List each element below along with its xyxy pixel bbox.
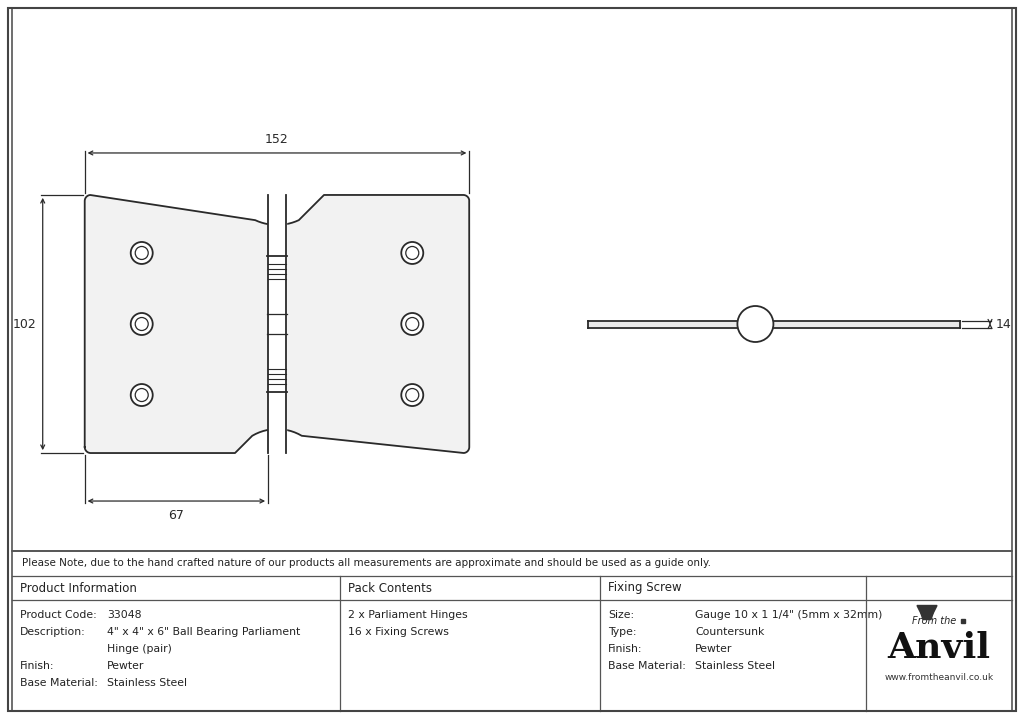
Circle shape: [135, 247, 148, 260]
Text: Product Code:: Product Code:: [20, 610, 96, 620]
Text: Product Information: Product Information: [20, 582, 137, 595]
Text: 33048: 33048: [106, 610, 141, 620]
Text: Hinge (pair): Hinge (pair): [106, 644, 172, 654]
Circle shape: [401, 384, 423, 406]
Text: Description:: Description:: [20, 627, 86, 637]
Text: 2 x Parliament Hinges: 2 x Parliament Hinges: [348, 610, 468, 620]
Text: Finish:: Finish:: [20, 661, 54, 671]
Text: From the: From the: [912, 615, 956, 626]
Text: 67: 67: [168, 509, 184, 522]
Text: Size:: Size:: [608, 610, 634, 620]
Circle shape: [131, 242, 153, 264]
Text: Please Note, due to the hand crafted nature of our products all measurements are: Please Note, due to the hand crafted nat…: [22, 559, 711, 569]
Polygon shape: [588, 321, 737, 327]
Text: www.fromtheanvil.co.uk: www.fromtheanvil.co.uk: [885, 673, 993, 682]
Text: Base Material:: Base Material:: [20, 678, 98, 688]
Text: Anvil: Anvil: [888, 631, 990, 664]
Circle shape: [406, 388, 419, 401]
Text: 16 x Fixing Screws: 16 x Fixing Screws: [348, 627, 449, 637]
Bar: [12, 8, 1012, 551]
Circle shape: [401, 313, 423, 335]
Circle shape: [131, 384, 153, 406]
Text: Pewter: Pewter: [695, 644, 732, 654]
Text: 152: 152: [265, 133, 289, 146]
Text: 4" x 4" x 6" Ball Bearing Parliament: 4" x 4" x 6" Ball Bearing Parliament: [106, 627, 300, 637]
Text: Fixing Screw: Fixing Screw: [608, 582, 682, 595]
Polygon shape: [921, 613, 933, 620]
Circle shape: [131, 313, 153, 335]
Polygon shape: [268, 195, 286, 453]
Polygon shape: [918, 605, 937, 613]
Polygon shape: [85, 195, 469, 453]
Circle shape: [135, 318, 148, 331]
Text: Stainless Steel: Stainless Steel: [695, 661, 775, 671]
Text: 102: 102: [13, 318, 37, 331]
Text: Finish:: Finish:: [608, 644, 642, 654]
Polygon shape: [773, 321, 961, 327]
Text: Stainless Steel: Stainless Steel: [106, 678, 187, 688]
Text: Countersunk: Countersunk: [695, 627, 764, 637]
Text: 14: 14: [996, 318, 1012, 331]
Circle shape: [406, 247, 419, 260]
Text: Type:: Type:: [608, 627, 637, 637]
Circle shape: [135, 388, 148, 401]
Text: Pack Contents: Pack Contents: [348, 582, 432, 595]
Circle shape: [737, 306, 773, 342]
Text: Gauge 10 x 1 1/4" (5mm x 32mm): Gauge 10 x 1 1/4" (5mm x 32mm): [695, 610, 883, 620]
Bar: [12, 551, 1012, 711]
Circle shape: [406, 318, 419, 331]
Circle shape: [401, 242, 423, 264]
Text: Pewter: Pewter: [106, 661, 144, 671]
Text: Base Material:: Base Material:: [608, 661, 686, 671]
